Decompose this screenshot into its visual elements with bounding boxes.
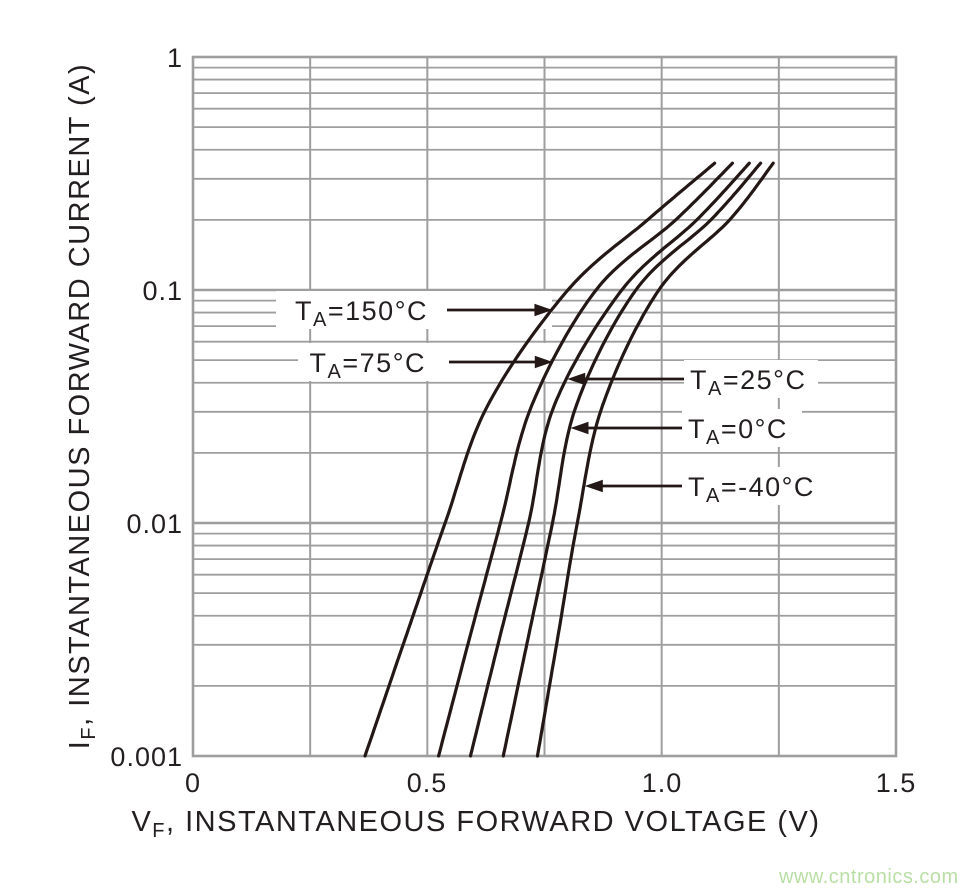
y-axis-title: IF, INSTANTANEOUS FORWARD CURRENT (A) <box>64 63 100 749</box>
y-axis-title-subscript: F <box>78 726 100 740</box>
y-tick-label: 1 <box>167 43 183 73</box>
x-axis-title-subscript: F <box>152 820 166 842</box>
annotation-labels-layer: TA=150°CTA=75°CTA=25°CTA=0°CTA=-40°C <box>295 296 815 507</box>
annotation-label-subscript: A <box>313 309 328 331</box>
annotation-label-subscript: A <box>706 485 721 507</box>
annotation-label-subscript: A <box>706 427 721 449</box>
annotation-bg <box>682 409 802 447</box>
annotation-label-value: =0°C <box>721 414 788 444</box>
x-tick-label: 1.0 <box>642 768 683 798</box>
annotation-label: TA=150°C <box>295 296 428 331</box>
grid-layer <box>193 57 896 756</box>
plot-frame <box>191 55 898 758</box>
annotation-label-symbol: T <box>688 472 706 502</box>
x-tick-label: 0 <box>185 768 201 798</box>
watermark: www.cntronics.com <box>779 866 959 888</box>
annotation-label-subscript: A <box>328 361 343 383</box>
curve-ta-40c <box>535 161 775 758</box>
y-tick-label: 0.001 <box>110 742 183 772</box>
x-axis-title-symbol: V <box>131 806 152 838</box>
annotation-arrowhead <box>570 421 589 435</box>
x-axis-ticks: 0 0.5 1.0 1.5 <box>185 768 917 798</box>
annotation-label: TA=0°C <box>688 414 788 449</box>
annotation-label-value: =25°C <box>723 365 807 395</box>
curve-ta0c <box>501 161 763 758</box>
y-tick-label: 0.01 <box>126 509 183 539</box>
x-axis-title-text: , INSTANTANEOUS FORWARD VOLTAGE (V) <box>166 806 821 838</box>
x-axis-title: VF, INSTANTANEOUS FORWARD VOLTAGE (V) <box>131 806 820 842</box>
annotation-arrowhead <box>534 303 553 317</box>
curve-ta150c <box>363 161 717 758</box>
annotation-arrows-layer <box>447 303 684 493</box>
annotation-bg <box>684 360 818 398</box>
curve-ta75c <box>437 161 734 758</box>
annotation-label-symbol: T <box>690 365 708 395</box>
annotation-label-value: =-40°C <box>721 472 815 502</box>
annotation-label-value: =150°C <box>328 296 428 326</box>
y-tick-label: 0.1 <box>142 276 183 306</box>
x-tick-label: 0.5 <box>407 768 448 798</box>
annotation-label-subscript: A <box>708 378 723 400</box>
x-tick-label: 1.5 <box>876 768 917 798</box>
annotation-label-symbol: T <box>295 296 313 326</box>
annotation-arrowhead <box>534 355 553 369</box>
annotation-arrowhead <box>584 479 603 493</box>
annotation-label-value: =75°C <box>342 348 426 378</box>
annotation-label-symbol: T <box>310 348 328 378</box>
y-axis-title-symbol: I <box>64 740 96 750</box>
plot-frame-layer <box>191 55 898 758</box>
annotation-label: TA=25°C <box>690 365 806 400</box>
annotation-bg <box>680 467 834 505</box>
y-axis-title-text: , INSTANTANEOUS FORWARD CURRENT (A) <box>64 63 96 726</box>
annotation-label: TA=75°C <box>310 348 426 383</box>
annotation-label-symbol: T <box>688 414 706 444</box>
annotation-label: TA=-40°C <box>688 472 815 507</box>
curves-layer <box>363 161 775 758</box>
annotation-arrowhead <box>567 372 586 386</box>
curve-ta25c <box>468 161 751 758</box>
y-axis-ticks: 1 0.1 0.01 0.001 <box>110 43 183 772</box>
